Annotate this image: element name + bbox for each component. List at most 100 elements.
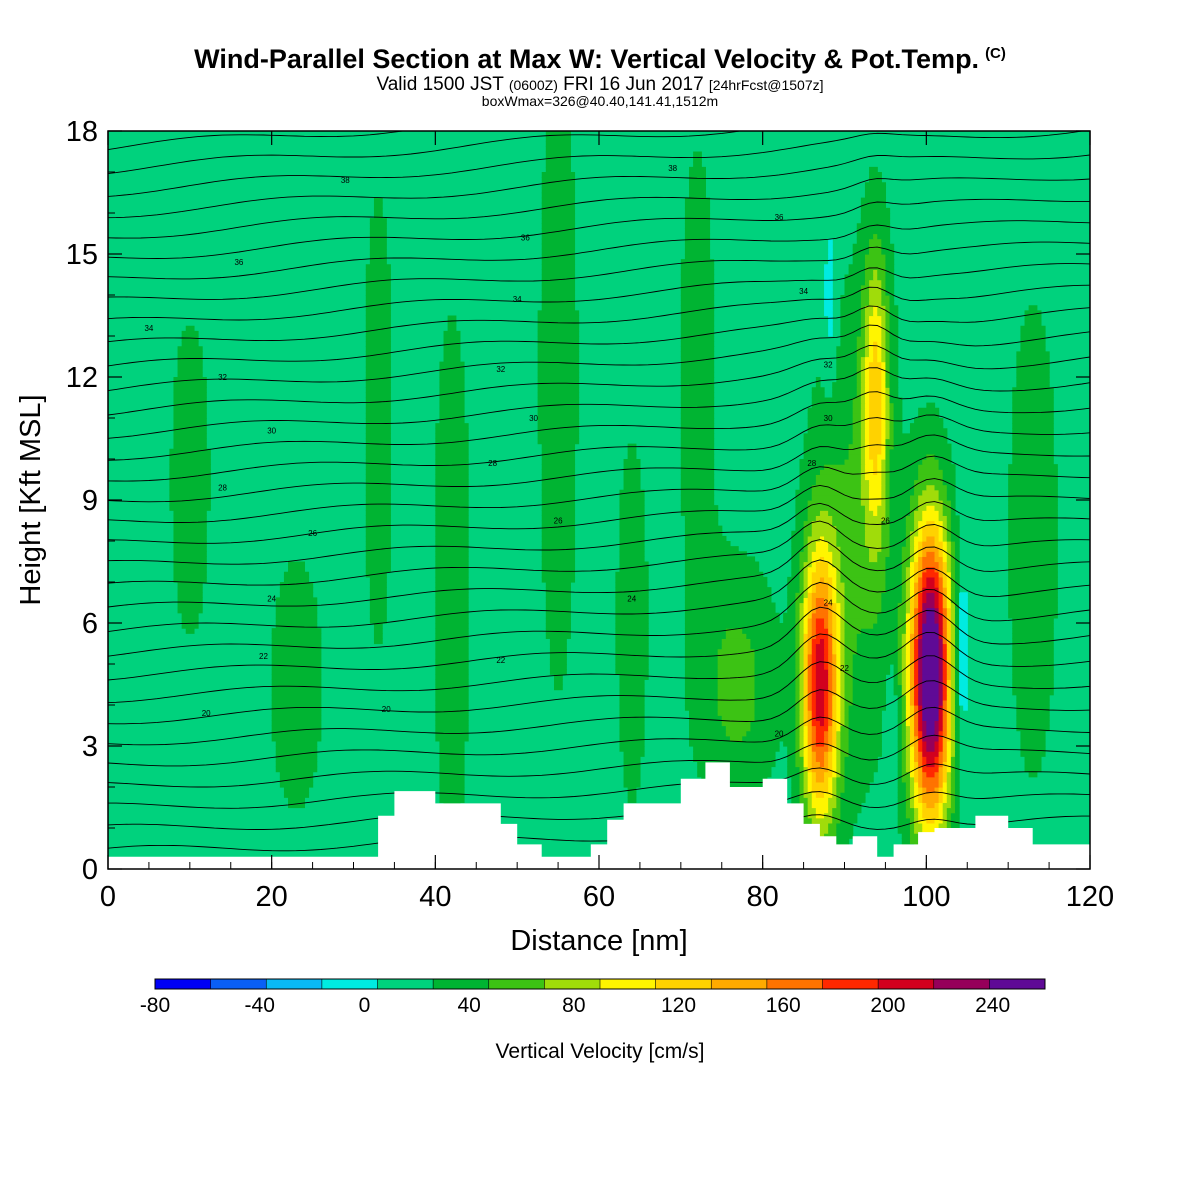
field-cell — [881, 474, 887, 481]
field-cell — [435, 648, 469, 655]
field-cell — [901, 582, 907, 588]
field-cell — [173, 392, 207, 399]
field-cell — [283, 787, 310, 793]
field-cell — [1020, 730, 1046, 737]
field-cell — [623, 484, 641, 491]
field-cell — [684, 674, 719, 680]
field-cell — [799, 679, 805, 686]
field-cell — [615, 669, 649, 675]
field-cell — [787, 756, 796, 762]
field-cell — [811, 653, 817, 660]
field-cell — [279, 587, 314, 593]
field-cell — [836, 597, 846, 604]
field-cell — [918, 571, 923, 578]
field-cell — [803, 710, 809, 716]
field-cell — [877, 356, 882, 363]
field-cell — [860, 469, 866, 475]
field-cell — [914, 822, 923, 829]
field-cell — [684, 694, 719, 701]
field-cell — [942, 730, 948, 737]
field-cell — [909, 822, 915, 829]
field-cell — [832, 766, 837, 773]
colorbar-swatch — [766, 979, 823, 989]
field-cell — [869, 320, 882, 327]
field-cell — [864, 448, 870, 455]
field-cell — [537, 330, 580, 337]
field-cell — [615, 653, 649, 660]
field-cell — [365, 387, 391, 393]
field-cell — [811, 392, 825, 399]
field-cell — [169, 494, 211, 501]
field-cell — [435, 428, 469, 434]
field-cell — [439, 412, 465, 419]
field-cell — [918, 710, 923, 716]
field-cell — [877, 556, 887, 563]
field-cell — [869, 366, 882, 373]
field-cell — [815, 653, 825, 660]
field-cell — [795, 720, 801, 727]
field-cell — [828, 254, 833, 260]
field-cell — [803, 628, 809, 634]
isentrope-label: 36 — [775, 213, 784, 222]
field-cell — [869, 418, 882, 424]
field-cell — [173, 576, 207, 583]
field-cell — [803, 582, 809, 588]
field-cell — [275, 761, 318, 768]
field-cell — [844, 684, 854, 691]
field-cell — [860, 474, 866, 481]
field-cell — [615, 617, 649, 624]
field-cell — [541, 464, 576, 470]
field-cell — [840, 817, 858, 824]
field-cell — [807, 664, 813, 670]
field-cell — [881, 530, 891, 537]
field-cell — [684, 223, 711, 229]
field-cell — [832, 674, 837, 680]
valid-time-line: Valid 1500 JST (0600Z) FRI 16 Jun 2017 [… — [0, 74, 1200, 96]
field-cell — [881, 428, 887, 434]
field-cell — [815, 699, 825, 706]
field-cell — [824, 756, 829, 762]
field-cell — [877, 459, 882, 465]
field-cell — [836, 346, 858, 352]
y-tick-label: 3 — [82, 731, 98, 763]
field-cell — [864, 505, 870, 511]
field-cell — [811, 561, 817, 568]
field-cell — [954, 541, 960, 547]
field-cell — [545, 587, 571, 593]
field-cell — [619, 505, 645, 511]
field-cell — [836, 679, 842, 686]
field-cell — [942, 781, 948, 788]
field-cell — [942, 628, 948, 634]
field-cell — [873, 356, 878, 363]
field-cell — [950, 633, 956, 639]
field-cell — [684, 679, 719, 686]
field-cell — [623, 469, 641, 475]
field-cell — [860, 418, 866, 424]
colorbar-tick-label: 120 — [661, 994, 696, 1017]
field-cell — [615, 576, 649, 583]
field-cell — [881, 520, 891, 527]
field-cell — [541, 238, 576, 245]
field-cell — [173, 535, 207, 542]
field-cell — [901, 556, 911, 563]
field-cell — [889, 300, 895, 306]
field-cell — [836, 592, 846, 598]
field-cell — [803, 520, 813, 527]
field-cell — [922, 633, 940, 639]
field-cell — [918, 587, 923, 593]
field-cell — [873, 346, 878, 352]
field-cell — [754, 684, 796, 691]
field-cell — [897, 653, 903, 660]
field-cell — [836, 776, 846, 783]
field-cell — [954, 643, 960, 650]
field-cell — [807, 746, 813, 752]
field-cell — [824, 617, 829, 624]
field-cell — [791, 535, 805, 542]
field-cell — [435, 674, 469, 680]
field-cell — [1016, 720, 1050, 727]
field-cell — [684, 561, 760, 568]
field-cell — [169, 464, 211, 470]
field-cell — [832, 582, 837, 588]
field-cell — [807, 592, 813, 598]
field-cell — [860, 382, 866, 388]
